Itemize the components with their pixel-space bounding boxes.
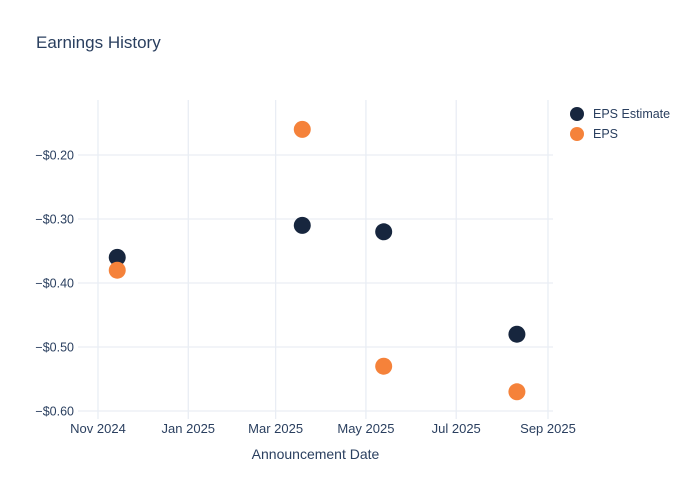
legend-label: EPS Estimate: [593, 107, 671, 121]
data-point-eps[interactable]: [293, 120, 311, 138]
chart-title: Earnings History: [36, 33, 161, 52]
legend-item-eps[interactable]: EPS: [570, 124, 670, 144]
legend: EPS Estimate EPS: [570, 104, 670, 144]
legend-marker-eps-estimate: [570, 107, 584, 121]
data-point-eps-estimate[interactable]: [293, 216, 311, 234]
data-point-eps[interactable]: [375, 357, 393, 375]
legend-item-eps-estimate[interactable]: EPS Estimate: [570, 104, 670, 124]
data-point-eps-estimate[interactable]: [108, 248, 126, 266]
x-tick-label: Mar 2025: [248, 421, 303, 436]
x-tick-label: Nov 2024: [70, 421, 126, 436]
data-point-eps-estimate[interactable]: [508, 325, 526, 343]
y-tick-label: −$0.60: [35, 405, 74, 419]
x-tick-label: May 2025: [337, 421, 394, 436]
legend-label: EPS: [593, 127, 619, 141]
y-tick-label: −$0.50: [35, 341, 74, 355]
data-point-eps-estimate[interactable]: [375, 223, 393, 241]
data-point-eps[interactable]: [508, 383, 526, 401]
x-tick-label: Jul 2025: [432, 421, 481, 436]
y-tick-label: −$0.20: [35, 149, 74, 163]
y-tick-label: −$0.40: [35, 277, 74, 291]
x-tick-label: Sep 2025: [520, 421, 576, 436]
x-axis-title: Announcement Date: [251, 446, 380, 462]
plot-area: −$0.20 −$0.30 −$0.40 −$0.50 −$0.60 Nov 2024 Ja…: [35, 100, 576, 436]
x-tick-label: Jan 2025: [162, 421, 216, 436]
legend-marker-eps: [570, 127, 584, 141]
y-tick-label: −$0.30: [35, 213, 74, 227]
data-point-eps[interactable]: [108, 261, 126, 279]
